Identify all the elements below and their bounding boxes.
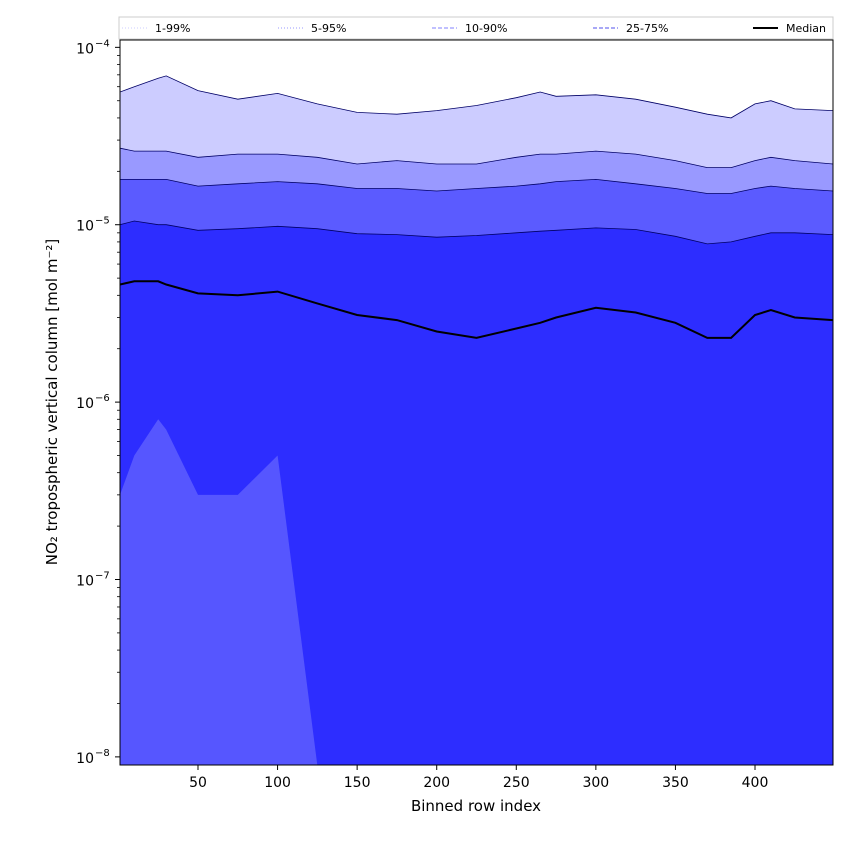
x-tick-label: 250: [503, 775, 530, 791]
x-tick-label: 350: [662, 775, 689, 791]
percentile-bands: [120, 75, 833, 765]
x-axis: 50 100 150 200 250 300 350 400: [189, 765, 768, 791]
x-tick-label: 150: [344, 775, 371, 791]
y-tick-label: 10: [76, 573, 94, 589]
x-tick-label: 300: [582, 775, 609, 791]
y-axis: 10−810−710−610−510−4: [76, 38, 120, 767]
legend-box: [118, 16, 834, 40]
y-tick-exponent: −6: [95, 393, 110, 404]
y-tick-label: 10: [76, 396, 94, 412]
legend-label: Median: [786, 22, 826, 35]
line-90pct: [120, 178, 833, 194]
y-tick-exponent: −8: [95, 748, 110, 759]
y-tick-label: 10: [76, 219, 94, 235]
legend: 1-99% 5-95% 10-90% 25-75% Median: [118, 16, 834, 40]
line-95pct: [120, 147, 833, 169]
y-tick-exponent: −4: [95, 38, 110, 49]
legend-label: 5-95%: [311, 22, 346, 35]
x-tick-label: 200: [423, 775, 450, 791]
legend-label: 1-99%: [155, 22, 190, 35]
x-tick-label: 400: [742, 775, 769, 791]
percentile-lines: [120, 75, 833, 339]
x-axis-label: Binned row index: [411, 797, 541, 815]
line-median: [120, 280, 833, 339]
y-tick-label: 10: [76, 41, 94, 57]
x-tick-label: 50: [189, 775, 207, 791]
x-tick-label: 100: [264, 775, 291, 791]
line-99pct: [120, 75, 833, 119]
y-tick-exponent: −7: [95, 570, 110, 581]
band-25pct: [120, 419, 833, 765]
legend-label: 25-75%: [626, 22, 668, 35]
line-75pct: [120, 220, 833, 245]
y-axis-label: NO₂ tropospheric vertical column [mol m⁻…: [43, 239, 61, 565]
y-tick-label: 10: [76, 751, 94, 767]
legend-label: 10-90%: [465, 22, 507, 35]
y-tick-exponent: −5: [95, 216, 110, 227]
